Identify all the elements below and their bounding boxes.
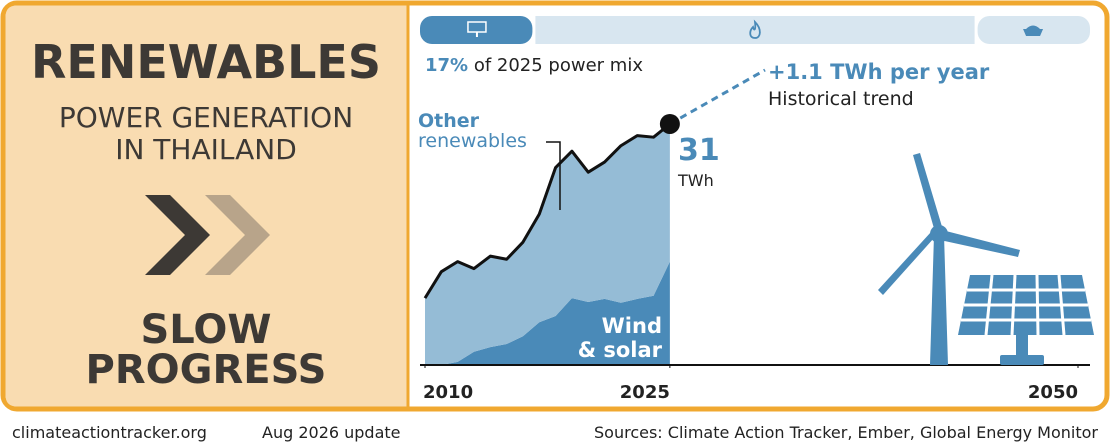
x-tick-label: 2050 [1028,382,1078,403]
chevron [205,195,270,275]
end-dot [659,113,680,134]
legend-label: & solar [578,338,663,362]
unit-label: TWh [677,171,714,190]
mix-text: of 2025 power mix [474,55,643,76]
rating: SLOW [141,307,272,353]
trend-line [669,68,766,126]
mix-segment [420,16,533,44]
legend-label: renewables [418,130,527,152]
left-panel [5,5,408,407]
wind-turbine [878,153,1020,365]
mix-share: 17% [425,55,468,76]
legend-label: Wind [602,314,662,338]
coal-icon [1023,25,1044,36]
x-tick-label: 2010 [423,382,473,403]
area [425,261,670,365]
solar-panel [958,274,1094,365]
x-tick-label: 2025 [620,382,670,403]
panel-subtitle: IN THAILAND [115,133,297,166]
chevron [145,195,210,275]
total-label: 31 [678,133,720,168]
leader-line [546,141,561,210]
panel-title: RENEWABLES [31,35,381,89]
solar-icon [467,21,487,37]
footer-site: climateactiontracker.org [12,423,207,442]
legend-label: Other [418,110,480,132]
rating: PROGRESS [86,347,327,393]
footer-sources: Sources: Climate Action Tracker, Ember, … [594,423,1098,442]
power-mix-bar [420,16,1090,44]
gas-icon [749,19,761,39]
area [425,123,670,365]
trend-label: +1.1 TWh per year [768,60,990,84]
panel-subtitle: POWER GENERATION [59,101,353,134]
total-line [423,122,671,299]
trend-sublabel: Historical trend [768,88,914,110]
mix-label: 17% of 2025 power mix [425,55,643,76]
footer-update: Aug 2026 update [262,423,401,442]
